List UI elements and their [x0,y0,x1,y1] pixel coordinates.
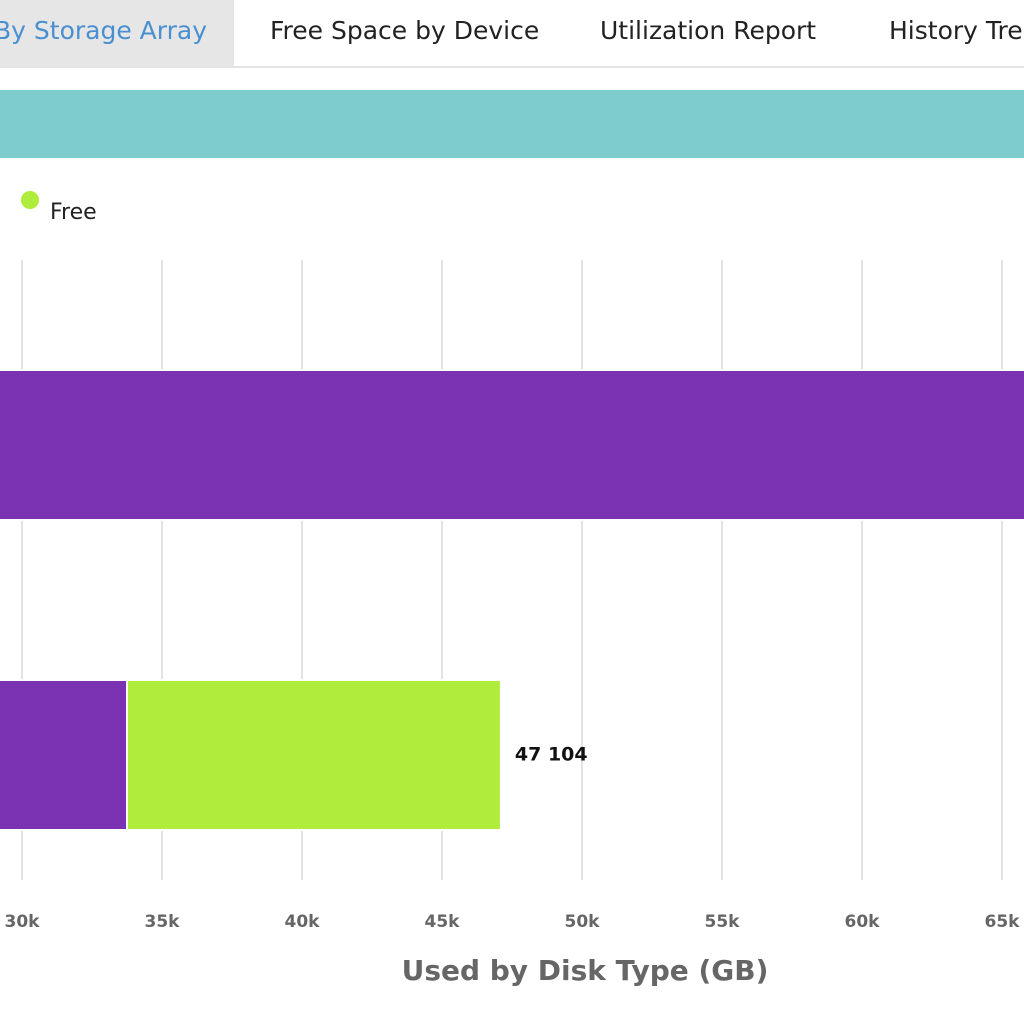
x-tick-label: 35k [145,912,181,932]
total-label: 47 104 [515,744,588,766]
bar-segment [126,679,502,831]
bar-segment [0,369,1024,521]
x-tick-label: 45k [425,912,461,932]
x-tick-label: 60k [845,912,881,932]
tab[interactable]: By Storage Array [0,0,234,66]
x-tick-label: 40k [285,912,321,932]
tab-bar: By Storage Array Free Space by Device Ut… [0,0,1024,68]
legend-marker [21,191,39,209]
x-tick-label: 30k [5,912,41,932]
plot-area [0,369,1024,831]
tab[interactable]: Utilization Report [600,16,817,45]
x-tick-label: 50k [565,912,601,932]
tab[interactable]: Free Space by Device [270,16,540,45]
x-tick-label: 65k [985,912,1021,932]
legend-label: Free [50,200,97,225]
x-axis-title: Used by Disk Type (GB) [402,954,769,987]
x-tick-label: 55k [705,912,741,932]
bar-segment [0,679,129,831]
tab[interactable]: History Tre [889,16,1023,45]
header-band [0,90,1024,158]
